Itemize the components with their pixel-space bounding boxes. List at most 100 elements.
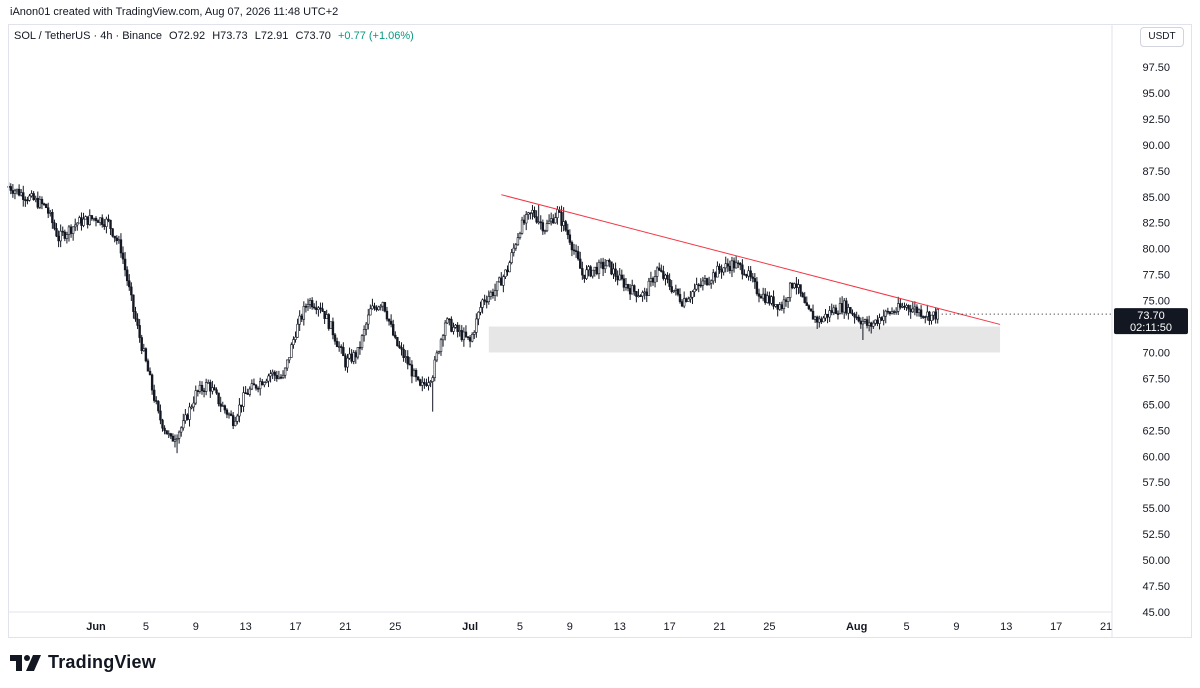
candle-body <box>734 262 738 269</box>
candle-body <box>782 299 786 309</box>
candle-body <box>579 258 582 269</box>
candle-body <box>718 265 721 270</box>
candle-body <box>924 316 927 318</box>
candle-body <box>741 264 744 275</box>
candle-body <box>466 336 470 338</box>
candle-body <box>306 304 310 308</box>
candle-body <box>65 234 69 239</box>
candle-body <box>310 300 314 308</box>
candle-body <box>606 259 609 267</box>
candle-body <box>755 281 759 295</box>
candle-body <box>529 212 532 215</box>
candle-body <box>520 219 524 234</box>
candle-body <box>105 218 108 227</box>
candle-body <box>286 359 289 369</box>
x-tick-label: 9 <box>193 621 199 633</box>
candle-body <box>182 420 185 429</box>
support-zone[interactable] <box>488 326 1001 353</box>
candle-body <box>568 234 572 243</box>
candle-body <box>225 409 229 415</box>
candle-body <box>369 308 372 316</box>
candle-body <box>576 251 580 260</box>
descending-trendline[interactable] <box>501 194 1001 325</box>
candle-body <box>435 352 439 361</box>
candle-body <box>533 209 536 217</box>
candle-body <box>364 323 368 330</box>
y-tick-label: 62.50 <box>1142 425 1170 437</box>
candle-body <box>597 261 601 275</box>
y-tick-label: 87.50 <box>1142 166 1170 178</box>
tradingview-logo[interactable]: TradingView <box>10 652 156 673</box>
candle-body <box>512 247 515 253</box>
candle-body <box>799 284 802 294</box>
candle-body <box>138 325 141 338</box>
candle-body <box>136 318 139 326</box>
x-tick-label: 17 <box>663 621 675 633</box>
candle-body <box>392 324 395 336</box>
candle-body <box>367 314 370 325</box>
candle-body <box>861 320 865 325</box>
candle-body <box>383 302 387 312</box>
candle-body <box>252 383 256 386</box>
candle-body <box>601 261 605 270</box>
candle-body <box>535 216 538 223</box>
candle-body <box>88 215 91 225</box>
candle-body <box>907 305 910 310</box>
candle-body <box>396 337 399 347</box>
candle-body <box>290 344 293 358</box>
y-tick-label: 80.00 <box>1142 244 1170 256</box>
candle-body <box>822 317 825 323</box>
candle-body <box>82 218 85 226</box>
y-tick-label: 47.50 <box>1142 581 1170 593</box>
y-tick-label: 92.50 <box>1142 114 1170 126</box>
candle-body <box>362 329 366 336</box>
candle-body <box>111 228 114 237</box>
change-value: +0.77 (+1.06%) <box>338 30 414 42</box>
candle-body <box>470 334 474 342</box>
candle-body <box>878 317 881 324</box>
candle-body <box>152 389 156 401</box>
candle-body <box>682 298 686 307</box>
candle-body <box>722 267 725 273</box>
candle-body <box>884 310 887 317</box>
candle-body <box>751 276 754 279</box>
candle-body <box>865 319 869 326</box>
x-tick-label: 13 <box>614 621 626 633</box>
candle-body <box>689 296 692 300</box>
candle-body <box>437 351 441 354</box>
last-price-tag <box>1114 308 1188 335</box>
candle-body <box>547 220 551 224</box>
x-tick-label: 25 <box>389 621 401 633</box>
candle-body <box>581 268 584 276</box>
candle-body <box>772 296 775 307</box>
y-tick-label: 55.00 <box>1142 503 1170 515</box>
x-tick-label: Aug <box>846 621 867 633</box>
candle-body <box>647 280 651 296</box>
candle-body <box>269 373 272 377</box>
candle-body <box>423 381 426 385</box>
candle-body <box>204 382 208 392</box>
candle-body <box>894 311 898 313</box>
currency-button[interactable]: USDT <box>1140 27 1184 47</box>
candle-body <box>163 427 166 431</box>
candle-body <box>693 288 696 293</box>
candle-body <box>828 310 831 318</box>
candle-body <box>439 339 443 352</box>
symbol-name[interactable]: SOL / TetherUS · 4h · Binance <box>14 30 162 42</box>
candle-body <box>254 384 258 389</box>
candle-body <box>456 324 459 332</box>
candle-body <box>215 389 218 394</box>
symbol-legend: SOL / TetherUS · 4h · Binance O72.92 H73… <box>14 30 418 42</box>
candle-body <box>670 286 673 293</box>
candle-body <box>427 382 430 386</box>
candle-body <box>321 308 324 312</box>
candle-body <box>441 335 445 341</box>
candle-body <box>59 230 62 242</box>
candle-body <box>74 224 77 228</box>
y-tick-label: 75.00 <box>1142 296 1170 308</box>
candle-body <box>709 280 713 284</box>
candle-body <box>125 269 129 282</box>
y-tick-label: 52.50 <box>1142 529 1170 541</box>
candle-body <box>159 410 162 421</box>
